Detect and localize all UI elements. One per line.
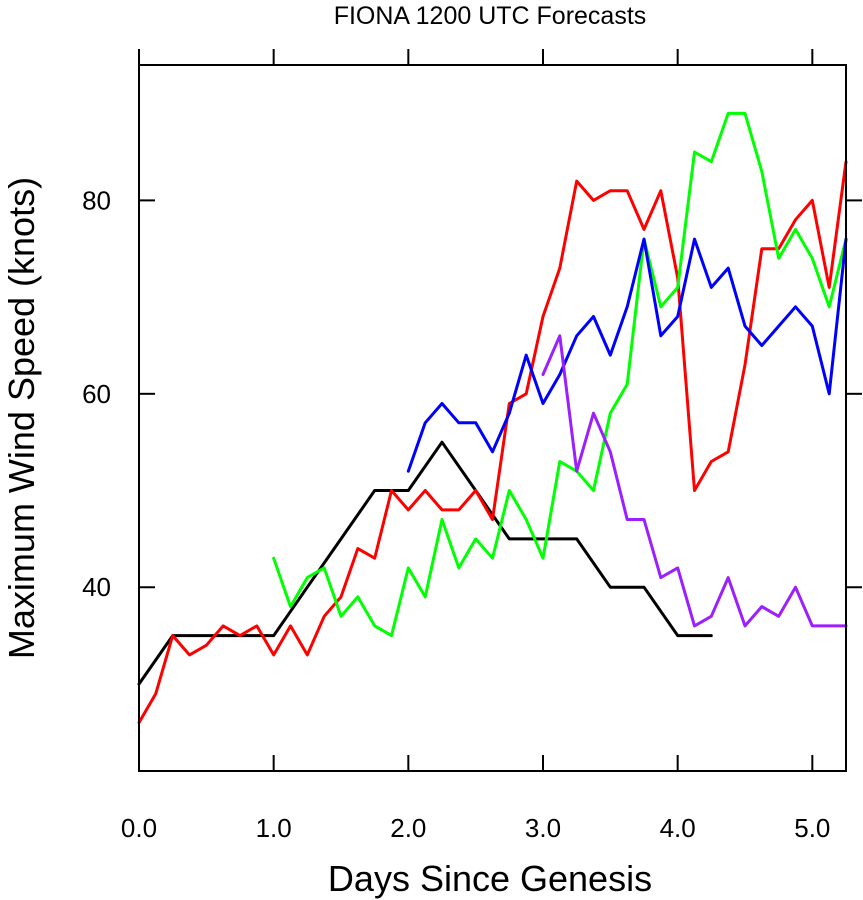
y-tick-label: 40 bbox=[82, 572, 111, 602]
ticks-layer: 0.0 1.0 2.0 3.0 4.0 5.0 40 60 80 bbox=[82, 49, 862, 843]
series-line-2 bbox=[137, 160, 848, 725]
x-tick-label: 1.0 bbox=[256, 813, 292, 843]
series-line-5 bbox=[541, 334, 848, 628]
series-line-3 bbox=[272, 111, 848, 638]
y-tick-label: 80 bbox=[82, 185, 111, 215]
series-line-4 bbox=[406, 237, 848, 473]
plot-frame bbox=[138, 64, 847, 772]
chart-title: FIONA 1200 UTC Forecasts bbox=[334, 2, 647, 30]
x-tick-label: 2.0 bbox=[390, 813, 426, 843]
series-layer bbox=[137, 111, 848, 725]
x-tick-label: 5.0 bbox=[794, 813, 830, 843]
y-axis-label: Maximum Wind Speed (knots) bbox=[1, 177, 42, 659]
x-tick-label: 0.0 bbox=[121, 813, 157, 843]
x-tick-label: 3.0 bbox=[525, 813, 561, 843]
series-line-1 bbox=[137, 440, 713, 686]
x-axis-label: Days Since Genesis bbox=[328, 858, 652, 899]
y-tick-label: 60 bbox=[82, 379, 111, 409]
x-tick-label: 4.0 bbox=[660, 813, 696, 843]
